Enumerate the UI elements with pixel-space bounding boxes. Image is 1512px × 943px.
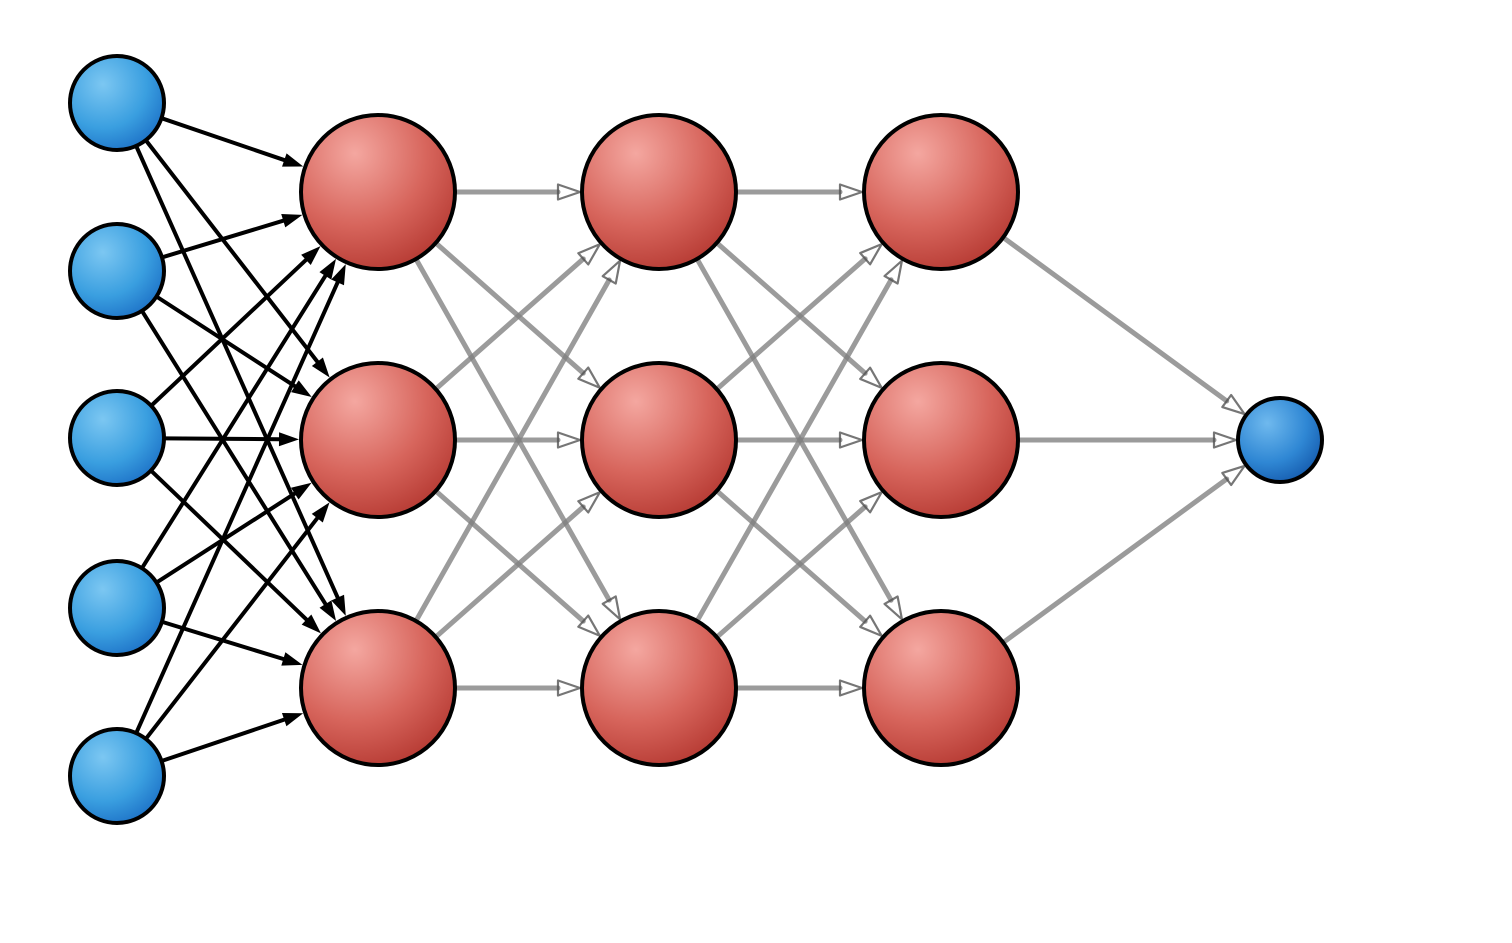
edge bbox=[1005, 479, 1227, 641]
edge-arrowhead bbox=[603, 596, 620, 619]
edge bbox=[143, 313, 325, 605]
input-node bbox=[70, 224, 164, 318]
edge-arrowhead bbox=[282, 713, 303, 726]
edge-arrowhead bbox=[558, 185, 580, 200]
edge-arrowhead bbox=[840, 185, 862, 200]
hidden-node bbox=[301, 115, 455, 269]
hidden-node bbox=[301, 363, 455, 517]
edge bbox=[152, 472, 306, 620]
edge-arrowhead bbox=[320, 600, 337, 621]
hidden-node bbox=[582, 611, 736, 765]
hidden-node bbox=[864, 115, 1018, 269]
input-node bbox=[70, 729, 164, 823]
edge-arrowhead bbox=[281, 652, 302, 665]
hidden-node bbox=[864, 363, 1018, 517]
edge-arrowhead bbox=[603, 261, 620, 284]
edge-arrowhead bbox=[281, 214, 302, 227]
hidden-node bbox=[864, 611, 1018, 765]
edge-arrowhead bbox=[840, 681, 862, 696]
edge bbox=[437, 507, 583, 636]
edge-arrowhead bbox=[558, 681, 580, 696]
edge bbox=[143, 276, 325, 567]
input-node bbox=[70, 561, 164, 655]
edge-arrowhead bbox=[885, 596, 902, 619]
edge bbox=[1005, 239, 1227, 401]
edge bbox=[164, 221, 283, 257]
edge-arrowhead bbox=[282, 153, 303, 166]
edge bbox=[437, 244, 583, 373]
hidden-node bbox=[301, 611, 455, 765]
edge-arrowhead bbox=[840, 433, 862, 448]
edge-arrowhead bbox=[319, 259, 336, 280]
neural-network-diagram bbox=[0, 0, 1512, 943]
edge bbox=[163, 119, 284, 160]
edge bbox=[718, 244, 865, 373]
edge-arrowhead bbox=[279, 432, 299, 446]
edge-arrowhead bbox=[1214, 433, 1236, 448]
output-node bbox=[1238, 398, 1322, 482]
edge bbox=[153, 260, 306, 404]
edge bbox=[163, 720, 284, 761]
edge bbox=[718, 507, 865, 636]
input-node bbox=[70, 391, 164, 485]
input-node bbox=[70, 56, 164, 150]
edge-arrowhead bbox=[558, 433, 580, 448]
hidden-node bbox=[582, 115, 736, 269]
hidden-node bbox=[582, 363, 736, 517]
edge-arrowhead bbox=[885, 261, 902, 284]
